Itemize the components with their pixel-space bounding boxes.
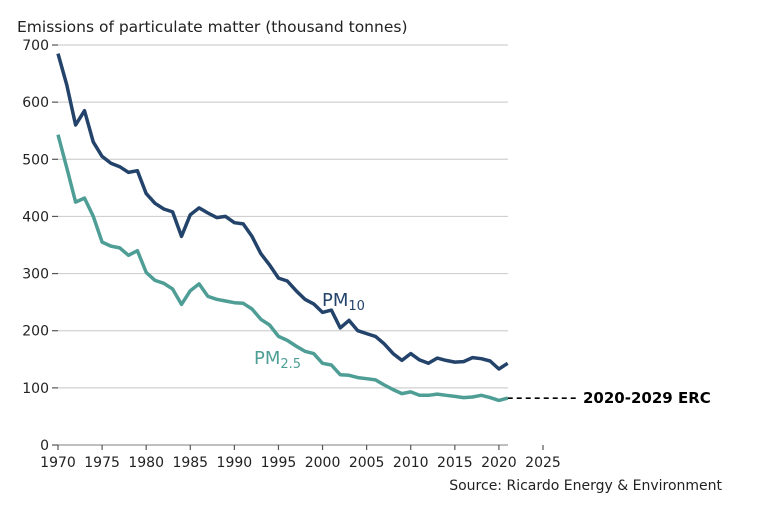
- x-tick-label: 2025: [525, 455, 561, 471]
- x-tick-label: 2010: [393, 455, 429, 471]
- y-tick-label: 600: [22, 95, 49, 111]
- series-label-pm10: PM10: [322, 290, 365, 314]
- y-tick-label: 700: [22, 38, 49, 54]
- x-tick-label: 1990: [217, 455, 253, 471]
- series-label-pm25: PM2.5: [254, 348, 301, 372]
- x-tick-label: 2005: [349, 455, 385, 471]
- source-note: Source: Ricardo Energy & Environment: [449, 478, 722, 494]
- x-tick-label: 2015: [437, 455, 473, 471]
- y-tick-label: 300: [22, 267, 49, 283]
- series-line-pm25: [56, 134, 509, 403]
- x-tick-label: 1985: [172, 455, 208, 471]
- y-tick-label: 200: [22, 324, 49, 340]
- y-tick-label: 400: [22, 209, 49, 225]
- y-tick-label: 0: [40, 438, 49, 454]
- x-tick-label: 1970: [40, 455, 76, 471]
- x-tick-label: 1995: [261, 455, 297, 471]
- x-tick-label: 2000: [305, 455, 341, 471]
- chart-title: Emissions of particulate matter (thousan…: [17, 18, 408, 36]
- x-tick-label: 2020: [481, 455, 517, 471]
- x-tick-label: 1975: [84, 455, 120, 471]
- x-tick-label: 1980: [128, 455, 164, 471]
- y-tick-label: 100: [22, 381, 49, 397]
- erc-label: 2020-2029 ERC: [583, 389, 711, 407]
- y-tick-label: 500: [22, 152, 49, 168]
- series-line-pm10: [56, 53, 509, 371]
